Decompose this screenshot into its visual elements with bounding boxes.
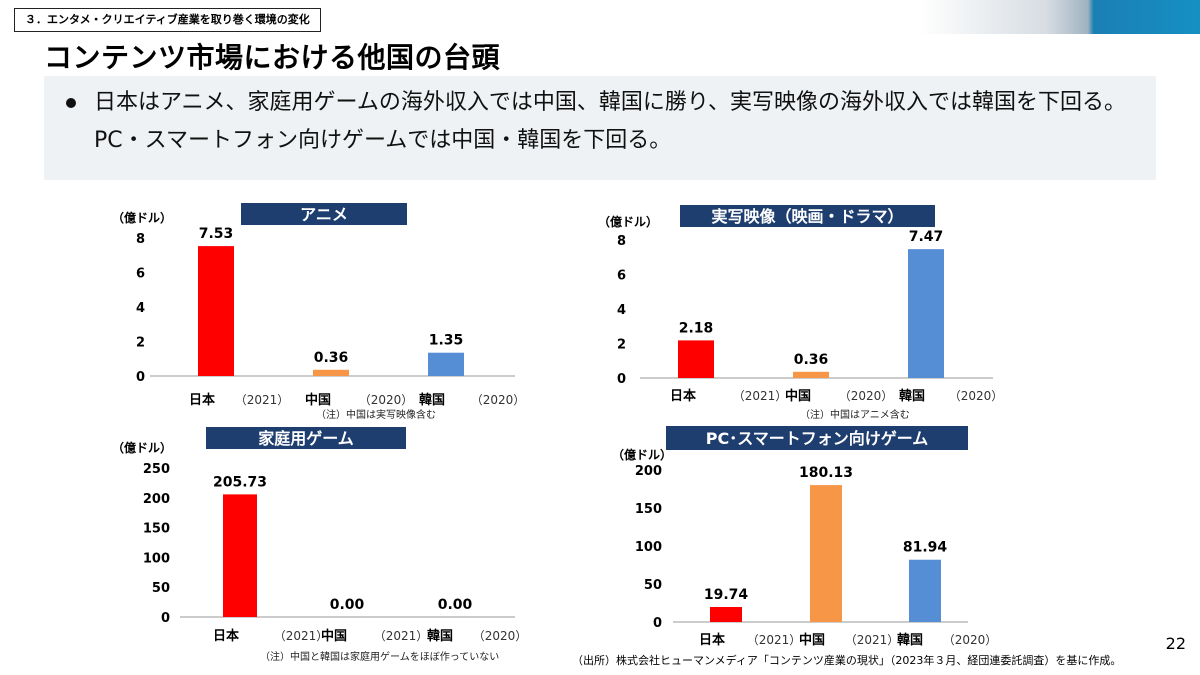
page-number: 22 <box>1165 634 1186 653</box>
data-label: 19.74 <box>704 587 749 603</box>
category-year-label: （2021） <box>733 389 788 403</box>
chart-title: 家庭用ゲーム <box>258 429 354 448</box>
category-year-label: （2021） <box>747 633 802 647</box>
category-label: 韓国 <box>427 628 453 644</box>
bar <box>793 371 829 378</box>
category-label: 韓国 <box>419 392 445 408</box>
y-tick-label: 0 <box>161 611 170 626</box>
category-year-label: （2021） <box>235 393 290 407</box>
category-label: 日本 <box>670 388 696 404</box>
y-tick-label: 2 <box>136 336 145 351</box>
chart-title-bar <box>206 427 406 449</box>
y-tick-label: 150 <box>143 522 170 537</box>
category-label: 日本 <box>213 628 239 644</box>
category-year-label: （2021） <box>374 629 429 643</box>
category-year-label: （2020） <box>949 389 1004 403</box>
data-label: 7.53 <box>199 226 234 242</box>
chart-title: 実写映像（映画・ドラマ） <box>711 207 903 226</box>
category-label: 日本 <box>699 632 725 648</box>
corner-decoration <box>920 0 1200 34</box>
y-tick-label: 4 <box>617 303 626 318</box>
chart-title: アニメ <box>300 205 348 224</box>
bar <box>313 369 349 376</box>
y-tick-label: 4 <box>136 301 145 316</box>
summary-box: 日本はアニメ、家庭用ゲームの海外収入では中国、韓国に勝り、実写映像の海外収入では… <box>44 76 1156 180</box>
data-label: 205.73 <box>213 474 267 490</box>
category-label: 中国 <box>799 632 825 648</box>
y-tick-label: 100 <box>635 540 662 555</box>
chart-note: （注）中国は実写映像含む <box>316 408 436 421</box>
y-axis-unit: （億ドル） <box>112 440 172 455</box>
category-year-label: （2020） <box>359 393 414 407</box>
page-title: コンテンツ市場における他国の台頭 <box>44 41 501 74</box>
category-label: 韓国 <box>897 632 923 648</box>
y-axis-unit: （億ドル） <box>612 447 672 462</box>
summary-text: 日本はアニメ、家庭用ゲームの海外収入では中国、韓国に勝り、実写映像の海外収入では… <box>94 90 1127 153</box>
category-year-label: （2020） <box>473 629 528 643</box>
bar <box>198 246 234 376</box>
data-label: 1.35 <box>429 333 464 349</box>
chart-title-bar <box>680 205 935 227</box>
y-tick-label: 200 <box>635 464 662 479</box>
y-tick-label: 50 <box>644 578 662 593</box>
bar <box>909 559 941 622</box>
y-tick-label: 8 <box>136 232 145 247</box>
chart-note: （注）中国と韓国は家庭用ゲームをほぼ作っていない <box>260 650 499 663</box>
y-tick-label: 6 <box>136 267 145 282</box>
source-note: （出所）株式会社ヒューマンメディア「コンテンツ産業の現状」（2023年３月、経団… <box>572 654 1122 667</box>
section-label: ３．エンタメ・クリエイティブ産業を取り巻く環境の変化 <box>14 8 321 32</box>
category-label: 中国 <box>321 628 347 644</box>
data-label: 0.00 <box>438 597 473 613</box>
category-label: 日本 <box>189 392 215 408</box>
bar <box>223 494 257 617</box>
category-year-label: （2020） <box>471 393 526 407</box>
y-tick-label: 0 <box>617 372 626 387</box>
category-label: 中国 <box>305 392 331 408</box>
y-tick-label: 0 <box>653 616 662 631</box>
y-tick-label: 8 <box>617 234 626 249</box>
data-label: 7.47 <box>909 229 944 245</box>
category-year-label: （2021） <box>845 633 900 647</box>
y-axis-unit: （億ドル） <box>598 214 658 229</box>
y-tick-label: 2 <box>617 338 626 353</box>
y-tick-label: 100 <box>143 551 170 566</box>
y-tick-label: 200 <box>143 492 170 507</box>
bar <box>710 606 742 622</box>
bar <box>810 485 842 622</box>
y-tick-label: 250 <box>143 462 170 477</box>
category-year-label: （2020） <box>943 633 998 647</box>
chart-title: PC･スマートフォン向けゲーム <box>706 429 929 448</box>
bullet-icon <box>66 98 76 108</box>
chart-title-bar <box>241 203 407 225</box>
data-label: 0.36 <box>794 352 829 368</box>
data-label: 0.36 <box>314 350 349 366</box>
chart-title-bar <box>666 426 968 450</box>
bar <box>908 249 944 378</box>
category-year-label: （2020） <box>839 389 894 403</box>
data-label: 0.00 <box>330 597 365 613</box>
y-tick-label: 6 <box>617 269 626 284</box>
bar <box>678 340 714 378</box>
y-tick-label: 150 <box>635 502 662 517</box>
data-label: 180.13 <box>799 465 853 481</box>
category-label: 中国 <box>785 388 811 404</box>
y-axis-unit: （億ドル） <box>112 210 172 225</box>
category-label: 韓国 <box>899 388 925 404</box>
bar <box>428 352 464 376</box>
y-tick-label: 0 <box>136 370 145 385</box>
data-label: 81.94 <box>903 540 948 556</box>
category-year-label: （2021） <box>274 629 329 643</box>
data-label: 2.18 <box>679 320 714 336</box>
chart-note: （注）中国はアニメ含む <box>800 408 910 421</box>
y-tick-label: 50 <box>152 581 170 596</box>
